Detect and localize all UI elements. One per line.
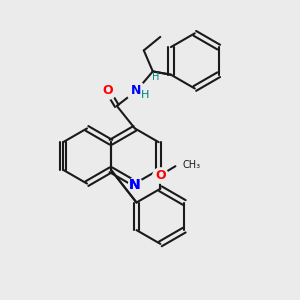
Text: CH₃: CH₃ [183,160,201,170]
Text: N: N [129,178,141,192]
Text: H: H [152,72,159,82]
Text: N: N [131,84,142,98]
Text: O: O [103,84,113,98]
Text: O: O [155,169,166,182]
Text: H: H [141,90,149,100]
Text: N: N [129,178,141,192]
